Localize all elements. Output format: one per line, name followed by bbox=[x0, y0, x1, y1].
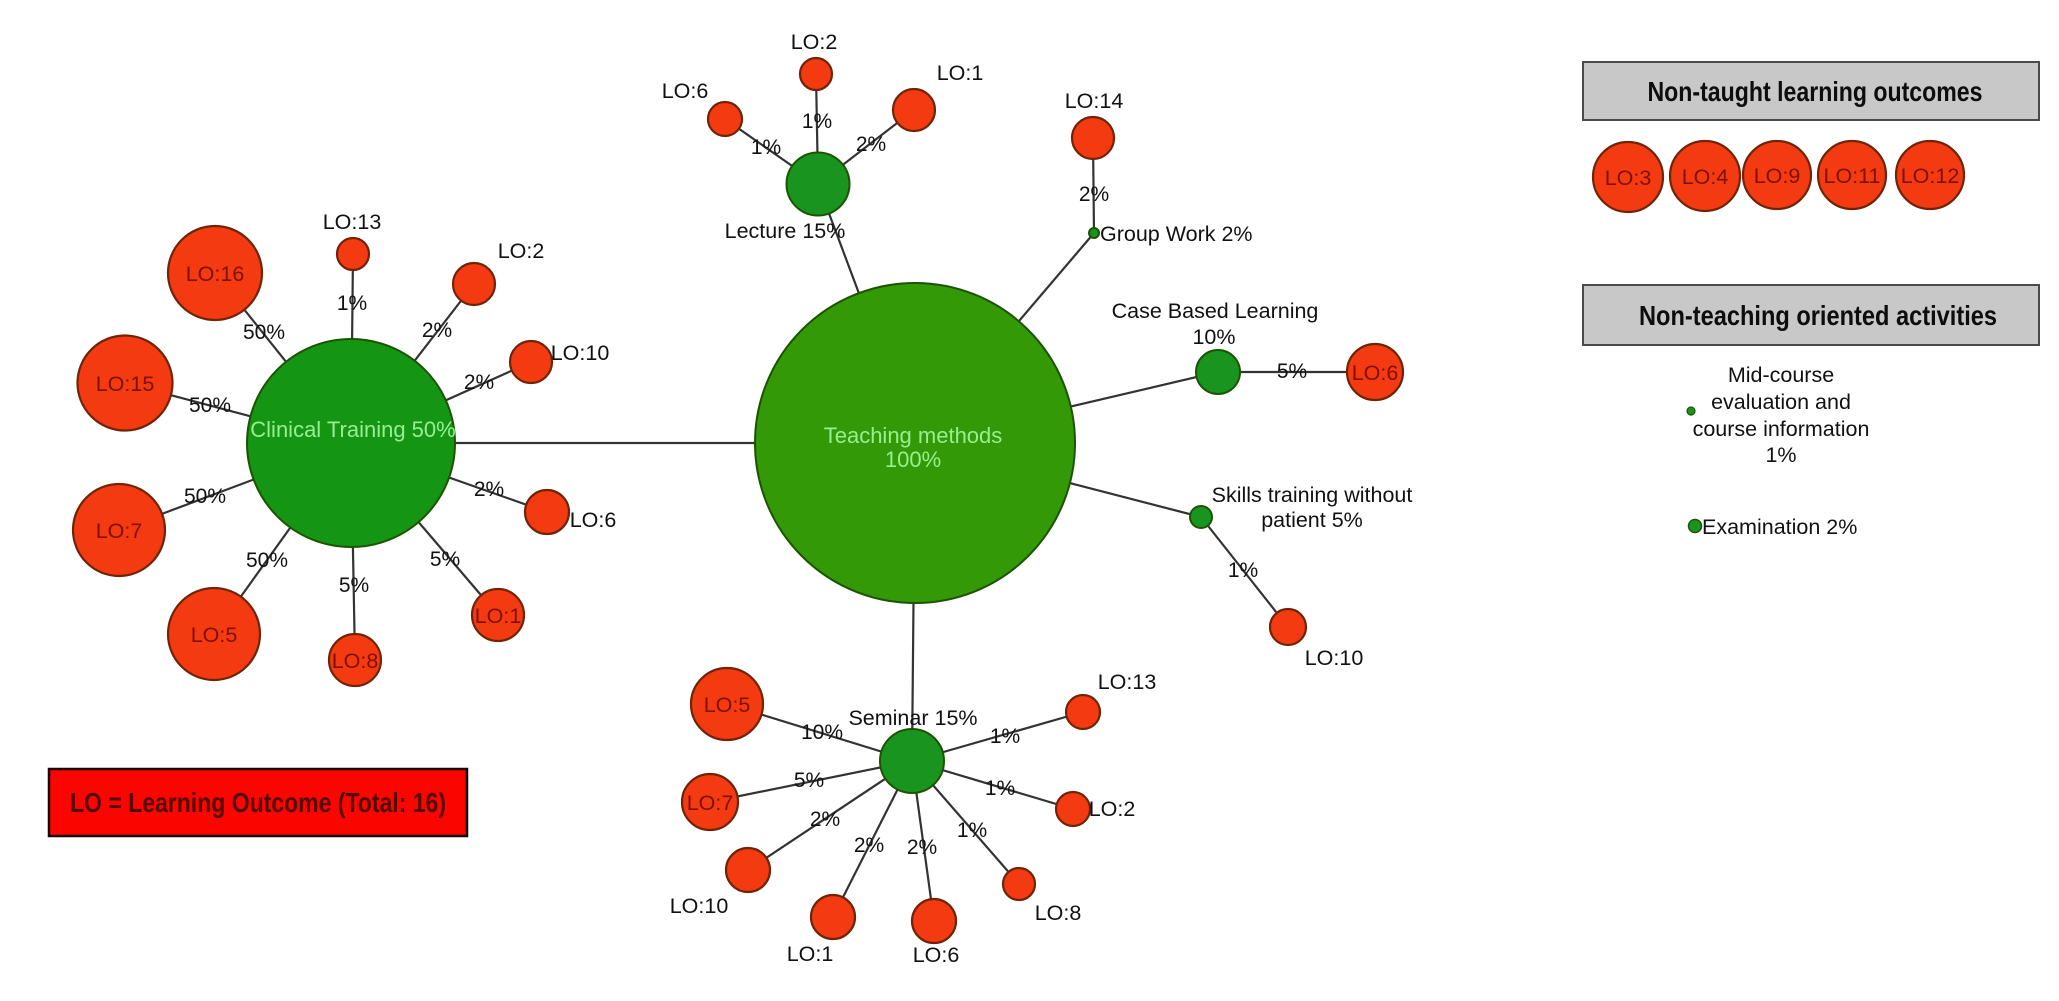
svg-text:1%: 1% bbox=[957, 819, 987, 842]
svg-text:2%: 2% bbox=[810, 808, 840, 831]
svg-text:LO:11: LO:11 bbox=[1824, 164, 1881, 188]
svg-text:Clinical Training 50%: Clinical Training 50% bbox=[250, 417, 455, 442]
svg-text:patient 5%: patient 5% bbox=[1261, 508, 1363, 532]
svg-text:Mid-course: Mid-course bbox=[1728, 363, 1834, 387]
svg-text:Case Based Learning: Case Based Learning bbox=[1112, 299, 1319, 323]
svg-text:LO = Learning Outcome (Total:: LO = Learning Outcome (Total: 16) bbox=[70, 787, 446, 818]
svg-text:LO:12: LO:12 bbox=[1901, 164, 1960, 188]
svg-text:Teaching methods: Teaching methods bbox=[824, 423, 1003, 448]
svg-text:50%: 50% bbox=[184, 485, 226, 508]
svg-text:1%: 1% bbox=[751, 136, 781, 159]
svg-text:LO:1: LO:1 bbox=[787, 942, 834, 966]
svg-text:LO:5: LO:5 bbox=[191, 623, 238, 647]
svg-text:LO:13: LO:13 bbox=[323, 210, 382, 234]
svg-text:LO:6: LO:6 bbox=[570, 508, 617, 532]
svg-text:2%: 2% bbox=[474, 478, 504, 501]
svg-text:50%: 50% bbox=[243, 321, 285, 344]
svg-text:LO:10: LO:10 bbox=[1305, 646, 1364, 670]
svg-text:50%: 50% bbox=[246, 549, 288, 572]
svg-text:LO:13: LO:13 bbox=[1098, 670, 1157, 694]
svg-text:5%: 5% bbox=[794, 769, 824, 792]
svg-text:Skills training without: Skills training without bbox=[1212, 483, 1413, 507]
svg-text:5%: 5% bbox=[1277, 360, 1307, 383]
svg-text:LO:6: LO:6 bbox=[662, 79, 709, 103]
svg-text:Group Work 2%: Group Work 2% bbox=[1100, 222, 1253, 246]
svg-text:course information: course information bbox=[1693, 417, 1870, 441]
svg-text:5%: 5% bbox=[339, 574, 369, 597]
svg-text:LO:16: LO:16 bbox=[186, 262, 245, 286]
svg-text:LO:14: LO:14 bbox=[1065, 89, 1124, 113]
svg-text:LO:1: LO:1 bbox=[937, 61, 984, 85]
svg-text:LO:4: LO:4 bbox=[1682, 165, 1729, 189]
svg-text:10%: 10% bbox=[1192, 325, 1235, 349]
svg-text:1%: 1% bbox=[985, 777, 1015, 800]
svg-text:LO:9: LO:9 bbox=[1754, 164, 1801, 188]
svg-text:Seminar 15%: Seminar 15% bbox=[848, 706, 977, 730]
svg-text:100%: 100% bbox=[885, 447, 941, 472]
svg-text:10%: 10% bbox=[801, 721, 843, 744]
svg-text:2%: 2% bbox=[1079, 183, 1109, 206]
svg-text:evaluation and: evaluation and bbox=[1711, 390, 1851, 414]
svg-text:2%: 2% bbox=[856, 133, 886, 156]
svg-text:LO:8: LO:8 bbox=[332, 649, 379, 673]
svg-text:LO:7: LO:7 bbox=[96, 519, 143, 543]
svg-text:LO:10: LO:10 bbox=[670, 894, 729, 918]
svg-text:LO:5: LO:5 bbox=[704, 693, 751, 717]
svg-text:2%: 2% bbox=[907, 836, 937, 859]
svg-text:5%: 5% bbox=[430, 548, 460, 571]
svg-text:1%: 1% bbox=[990, 725, 1020, 748]
svg-text:50%: 50% bbox=[189, 394, 231, 417]
svg-text:LO:2: LO:2 bbox=[498, 239, 545, 263]
svg-text:LO:6: LO:6 bbox=[913, 943, 960, 967]
svg-text:1%: 1% bbox=[337, 292, 367, 315]
svg-text:LO:2: LO:2 bbox=[1089, 797, 1136, 821]
svg-text:2%: 2% bbox=[854, 834, 884, 857]
svg-text:Examination 2%: Examination 2% bbox=[1702, 515, 1857, 539]
svg-text:1%: 1% bbox=[1228, 559, 1258, 582]
svg-text:LO:8: LO:8 bbox=[1035, 901, 1082, 925]
svg-text:LO:6: LO:6 bbox=[1352, 361, 1399, 385]
svg-text:LO:2: LO:2 bbox=[791, 30, 838, 54]
svg-text:LO:7: LO:7 bbox=[687, 791, 734, 815]
svg-text:LO:15: LO:15 bbox=[96, 372, 155, 396]
svg-text:Non-taught learning outcomes: Non-taught learning outcomes bbox=[1648, 76, 1983, 107]
svg-text:Lecture 15%: Lecture 15% bbox=[725, 219, 846, 243]
svg-text:2%: 2% bbox=[464, 371, 494, 394]
svg-text:2%: 2% bbox=[422, 319, 452, 342]
svg-text:1%: 1% bbox=[1765, 443, 1796, 467]
svg-text:1%: 1% bbox=[802, 110, 832, 133]
svg-text:Non-teaching oriented activiti: Non-teaching oriented activities bbox=[1639, 300, 1997, 331]
svg-text:LO:1: LO:1 bbox=[475, 604, 522, 628]
svg-text:LO:3: LO:3 bbox=[1605, 166, 1652, 190]
svg-text:LO:10: LO:10 bbox=[551, 341, 610, 365]
